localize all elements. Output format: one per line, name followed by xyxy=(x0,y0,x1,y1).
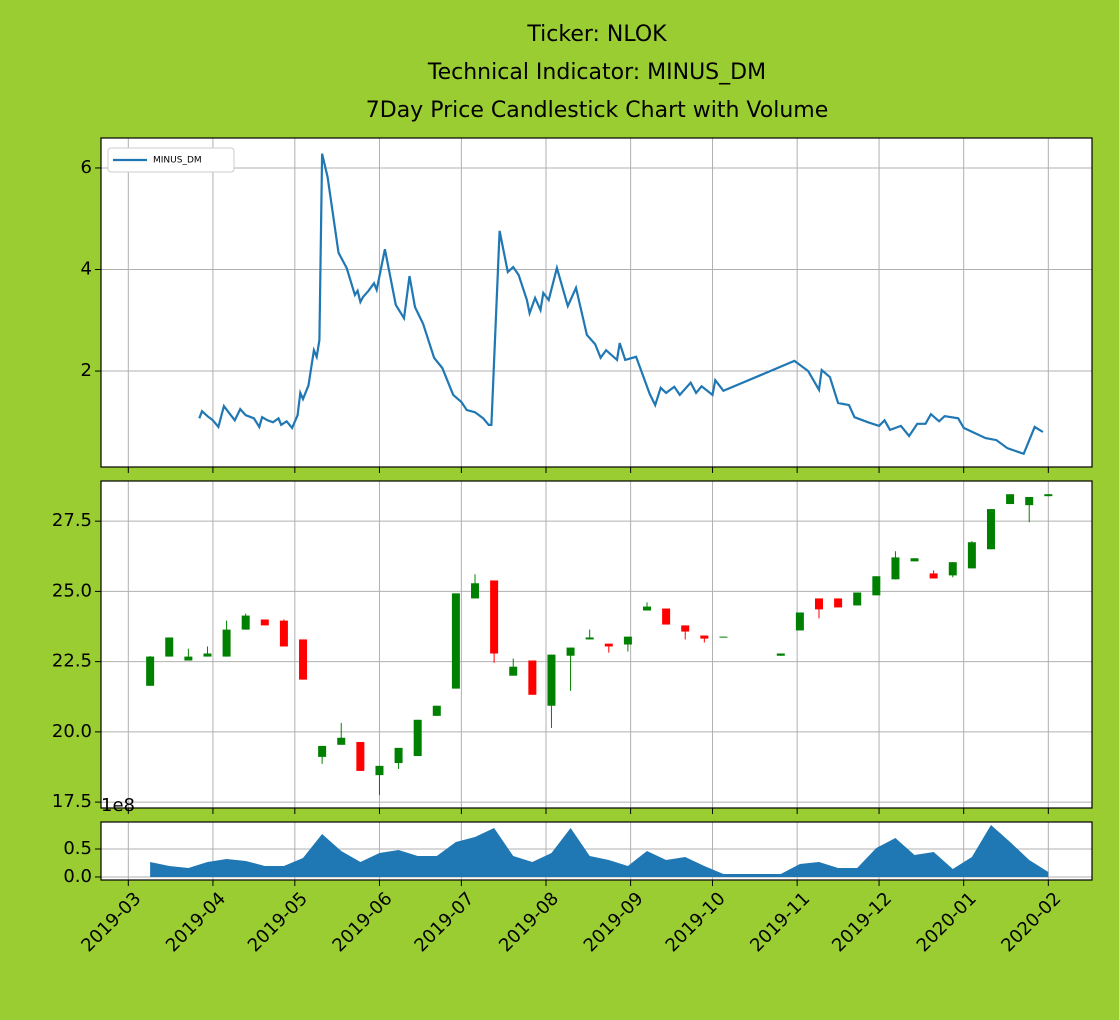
candle-body xyxy=(910,558,919,562)
plot-frame xyxy=(100,821,1093,881)
candle-body xyxy=(432,705,441,716)
candle-body xyxy=(260,619,269,626)
candle-body xyxy=(1006,494,1015,505)
candle-body xyxy=(375,765,384,776)
candle-body xyxy=(337,737,346,745)
candle-body xyxy=(451,593,460,689)
candle-body xyxy=(585,637,594,640)
candle-body xyxy=(547,654,556,706)
candle-body xyxy=(1044,494,1053,497)
candle-body xyxy=(528,660,537,695)
x-tick-label: 2019-09 xyxy=(580,888,648,956)
candle-body xyxy=(834,598,843,608)
x-tick-label: 2019-04 xyxy=(162,888,230,956)
y-tick-label: 0.5 xyxy=(63,838,92,859)
candle-body xyxy=(853,592,862,606)
candle-body xyxy=(872,576,881,596)
candle-body xyxy=(146,656,155,686)
candle-body xyxy=(967,542,976,569)
marks xyxy=(198,153,1044,456)
candle-body xyxy=(184,656,193,661)
plot-area xyxy=(101,138,1092,467)
y-tick-label: 27.5 xyxy=(52,510,92,531)
x-tick-label: 2019-07 xyxy=(410,888,478,956)
candle-body xyxy=(662,608,671,625)
plot-area xyxy=(101,481,1092,808)
candle-body xyxy=(318,745,327,757)
candle-body xyxy=(241,615,250,630)
candle-body xyxy=(623,636,632,645)
candle-body xyxy=(643,606,652,611)
legend-label: MINUS_DM xyxy=(153,156,202,166)
x-tick-label: 2020-01 xyxy=(913,888,981,956)
x-tick-label: 2019-10 xyxy=(662,888,730,956)
candle-body xyxy=(604,643,613,647)
plot-frame xyxy=(100,480,1093,809)
x-tick-label: 2019-11 xyxy=(746,888,814,956)
y-tick-label: 6 xyxy=(81,157,92,178)
candle-body xyxy=(929,573,938,579)
chart-title: Ticker: NLOK xyxy=(526,22,667,47)
y-tick-label: 4 xyxy=(81,258,92,279)
x-tick-label: 2019-08 xyxy=(495,888,563,956)
candle-body xyxy=(299,639,308,680)
chart-title: 7Day Price Candlestick Chart with Volume xyxy=(366,98,828,123)
y-tick-label: 17.5 xyxy=(52,791,92,812)
candle-body xyxy=(394,747,403,764)
candle-body xyxy=(814,598,823,610)
candle-body xyxy=(986,509,995,550)
candle-body xyxy=(279,620,288,647)
candle-body xyxy=(165,637,174,657)
candle-body xyxy=(681,625,690,632)
candle-body xyxy=(891,557,900,580)
y-tick-label: 20.0 xyxy=(52,721,92,742)
candle-body xyxy=(490,580,499,654)
x-tick-label: 2019-03 xyxy=(77,888,145,956)
y-offset-label: 1e8 xyxy=(101,795,135,816)
x-tick-label: 2019-06 xyxy=(328,888,396,956)
candle-body xyxy=(1025,497,1034,506)
legend-box xyxy=(107,147,235,173)
candle-body xyxy=(356,741,365,771)
candle-body xyxy=(471,583,480,599)
candle-body xyxy=(222,629,231,657)
candle-body xyxy=(948,562,957,576)
volume-area xyxy=(150,825,1049,877)
y-tick-label: 22.5 xyxy=(52,651,92,672)
candle-body xyxy=(719,636,728,638)
candle-body xyxy=(700,635,709,639)
candle-body xyxy=(203,653,212,657)
candle-body xyxy=(776,653,785,656)
y-tick-label: 25.0 xyxy=(52,580,92,601)
x-tick-label: 2019-05 xyxy=(244,888,312,956)
candle-body xyxy=(566,647,575,656)
marks xyxy=(150,825,1049,877)
y-tick-label: 2 xyxy=(81,360,92,381)
line-series xyxy=(198,153,1044,456)
chart-title: Technical Indicator: MINUS_DM xyxy=(427,60,766,85)
x-tick-label: 2020-02 xyxy=(997,888,1065,956)
plot-frame xyxy=(100,137,1093,468)
x-tick-label: 2019-12 xyxy=(828,888,896,956)
candle-body xyxy=(509,666,518,676)
y-tick-label: 0.0 xyxy=(63,866,92,887)
candle-body xyxy=(795,612,804,631)
marks xyxy=(146,494,1053,796)
candle-body xyxy=(413,719,422,757)
